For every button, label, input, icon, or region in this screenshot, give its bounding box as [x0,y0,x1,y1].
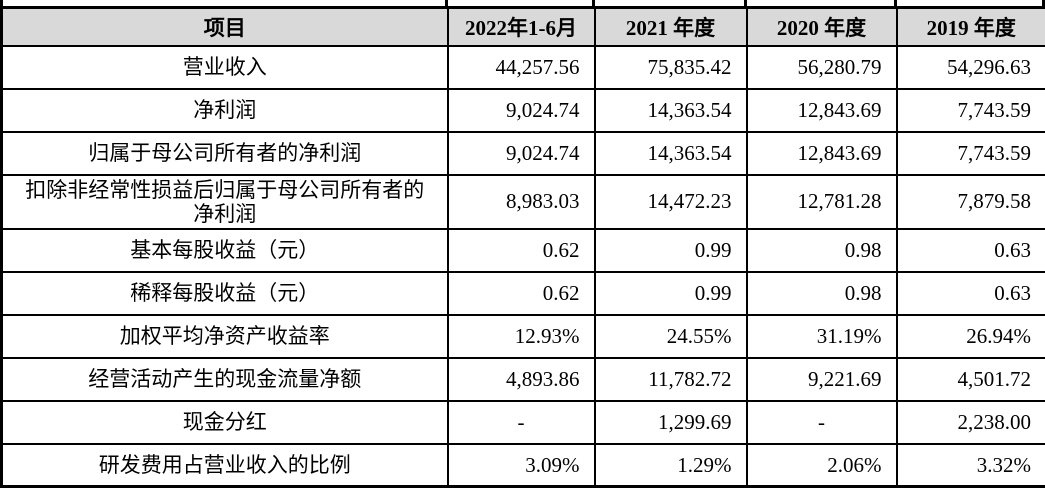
row-label: 基本每股收益（元） [0,227,449,273]
row-label: 归属于母公司所有者的净利润 [0,130,449,176]
column-header-2021: 2021 年度 [593,6,748,47]
column-header-2020: 2020 年度 [745,6,898,47]
table-row: 加权平均净资产收益率 12.93% 24.55% 31.19% 26.94% [0,313,1045,359]
table-gridline [592,0,595,6]
value-cell: 12,843.69 [745,130,898,176]
value-cell: 14,363.54 [593,87,748,133]
value-cell: 0.62 [446,270,596,316]
value-cell: 0.99 [593,270,748,316]
value-cell: - [745,399,898,445]
value-cell: 2,238.00 [895,399,1045,445]
value-cell: 2.06% [745,442,898,488]
value-cell: 7,879.58 [895,173,1045,230]
table-row: 营业收入 44,257.56 75,835.42 56,280.79 54,296.63 [0,44,1045,90]
value-cell: 9,024.74 [446,130,596,176]
row-label: 净利润 [0,87,449,133]
value-cell: 31.19% [745,313,898,359]
value-cell: 14,472.23 [593,173,748,230]
value-cell: 1,299.69 [593,399,748,445]
value-cell: 12,843.69 [745,87,898,133]
row-label: 稀释每股收益（元） [0,270,449,316]
value-cell: 4,501.72 [895,356,1045,402]
value-cell: 1.29% [593,442,748,488]
row-label: 扣除非经常性损益后归属于母公司所有者的净利润 [0,173,449,230]
table-row: 稀释每股收益（元） 0.62 0.99 0.98 0.63 [0,270,1045,316]
row-label: 加权平均净资产收益率 [0,313,449,359]
value-cell: 14,363.54 [593,130,748,176]
value-cell: 4,893.86 [446,356,596,402]
table-gridline [894,0,897,6]
table-row: 经营活动产生的现金流量净额 4,893.86 11,782.72 9,221.69 4,… [0,356,1045,402]
value-cell: 54,296.63 [895,44,1045,90]
value-cell: 7,743.59 [895,130,1045,176]
table-body: 营业收入 44,257.56 75,835.42 56,280.79 54,296.63… [0,44,1045,488]
value-cell: 12,781.28 [745,173,898,230]
table-row: 净利润 9,024.74 14,363.54 12,843.69 7,743.59 [0,87,1045,133]
value-cell: 0.62 [446,227,596,273]
cropped-row-above [0,0,1045,6]
value-cell: 12.93% [446,313,596,359]
value-cell: 7,743.59 [895,87,1045,133]
value-cell: 0.99 [593,227,748,273]
row-label: 营业收入 [0,44,449,90]
row-label: 研发费用占营业收入的比例 [0,442,449,488]
value-cell: 0.98 [745,227,898,273]
table-gridline [445,0,448,6]
table-row: 现金分红 -1,299.69-2,238.00 [0,399,1045,445]
table-row: 研发费用占营业收入的比例 3.09% 1.29% 2.06% 3.32% [0,442,1045,488]
table-gridline [1042,0,1045,6]
value-cell: 9,024.74 [446,87,596,133]
value-cell: 26.94% [895,313,1045,359]
value-cell: 44,257.56 [446,44,596,90]
header-row: 项目 2022年1-6月 2021 年度 2020 年度 2019 年度 [0,6,1045,47]
table-row: 扣除非经常性损益后归属于母公司所有者的净利润 8,983.03 14,472.23 1… [0,173,1045,230]
value-cell: 11,782.72 [593,356,748,402]
value-cell: 0.98 [745,270,898,316]
table-gridline [0,0,3,6]
table-row: 归属于母公司所有者的净利润 9,024.74 14,363.54 12,843.69 7… [0,130,1045,176]
value-cell: 3.09% [446,442,596,488]
table-row: 基本每股收益（元） 0.62 0.99 0.98 0.63 [0,227,1045,273]
financial-summary-table: 项目 2022年1-6月 2021 年度 2020 年度 2019 年度 营业收… [0,6,1045,489]
value-cell: 8,983.03 [446,173,596,230]
column-header-2019: 2019 年度 [895,6,1045,47]
value-cell: 0.63 [895,227,1045,273]
value-cell: 24.55% [593,313,748,359]
value-cell: 3.32% [895,442,1045,488]
value-cell: 75,835.42 [593,44,748,90]
value-cell: 56,280.79 [745,44,898,90]
row-label: 经营活动产生的现金流量净额 [0,356,449,402]
value-cell: 9,221.69 [745,356,898,402]
table-gridline [744,0,747,6]
row-label: 现金分红 [0,399,449,445]
value-cell: 0.63 [895,270,1045,316]
column-header-2022h1: 2022年1-6月 [446,6,596,47]
value-cell: - [446,399,596,445]
column-header-item: 项目 [0,6,449,47]
